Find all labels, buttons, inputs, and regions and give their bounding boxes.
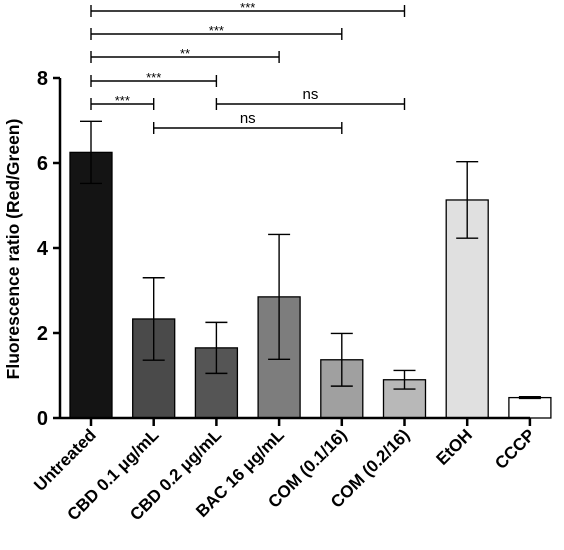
error-bar — [268, 233, 291, 361]
bar — [320, 359, 364, 419]
significance-label: *** — [240, 0, 255, 15]
y-tick-label: 6 — [37, 153, 48, 175]
error-bar — [80, 120, 102, 185]
significance-label: *** — [146, 70, 161, 85]
significance-bracket: ns — [215, 86, 406, 110]
y-tick-label: 4 — [37, 238, 49, 260]
y-tick-label: 0 — [37, 408, 48, 430]
error-bar — [393, 369, 416, 390]
bars-layer — [69, 151, 552, 419]
y-tick-label: 8 — [37, 68, 48, 90]
error-bar — [142, 277, 165, 361]
significance-label: ns — [240, 110, 256, 127]
x-category-label: CCCP — [491, 425, 538, 472]
y-axis-title: Fluorescence ratio (Red/Green) — [3, 119, 23, 380]
significance-label: ** — [180, 46, 190, 61]
error-bar — [330, 332, 353, 387]
significance-label: *** — [209, 23, 224, 38]
significance-bracket: *** — [90, 70, 218, 87]
significance-bracket: ** — [90, 46, 280, 63]
significance-bracket: ns — [152, 110, 343, 134]
bar — [508, 396, 552, 419]
error-bar — [518, 396, 541, 400]
significance-bracket: *** — [90, 0, 406, 17]
error-bars-layer — [80, 120, 541, 400]
significance-label: *** — [115, 93, 130, 108]
error-bar — [205, 321, 228, 375]
y-ticks-layer: 0 2 4 6 8 — [37, 68, 60, 430]
x-category-label: EtOH — [433, 425, 476, 468]
y-tick-label: 2 — [37, 323, 48, 345]
error-bar — [456, 161, 479, 239]
significance-bracket: *** — [90, 23, 343, 40]
significance-label: ns — [303, 86, 319, 103]
bar — [69, 151, 113, 419]
significance-bracket: *** — [90, 93, 155, 110]
